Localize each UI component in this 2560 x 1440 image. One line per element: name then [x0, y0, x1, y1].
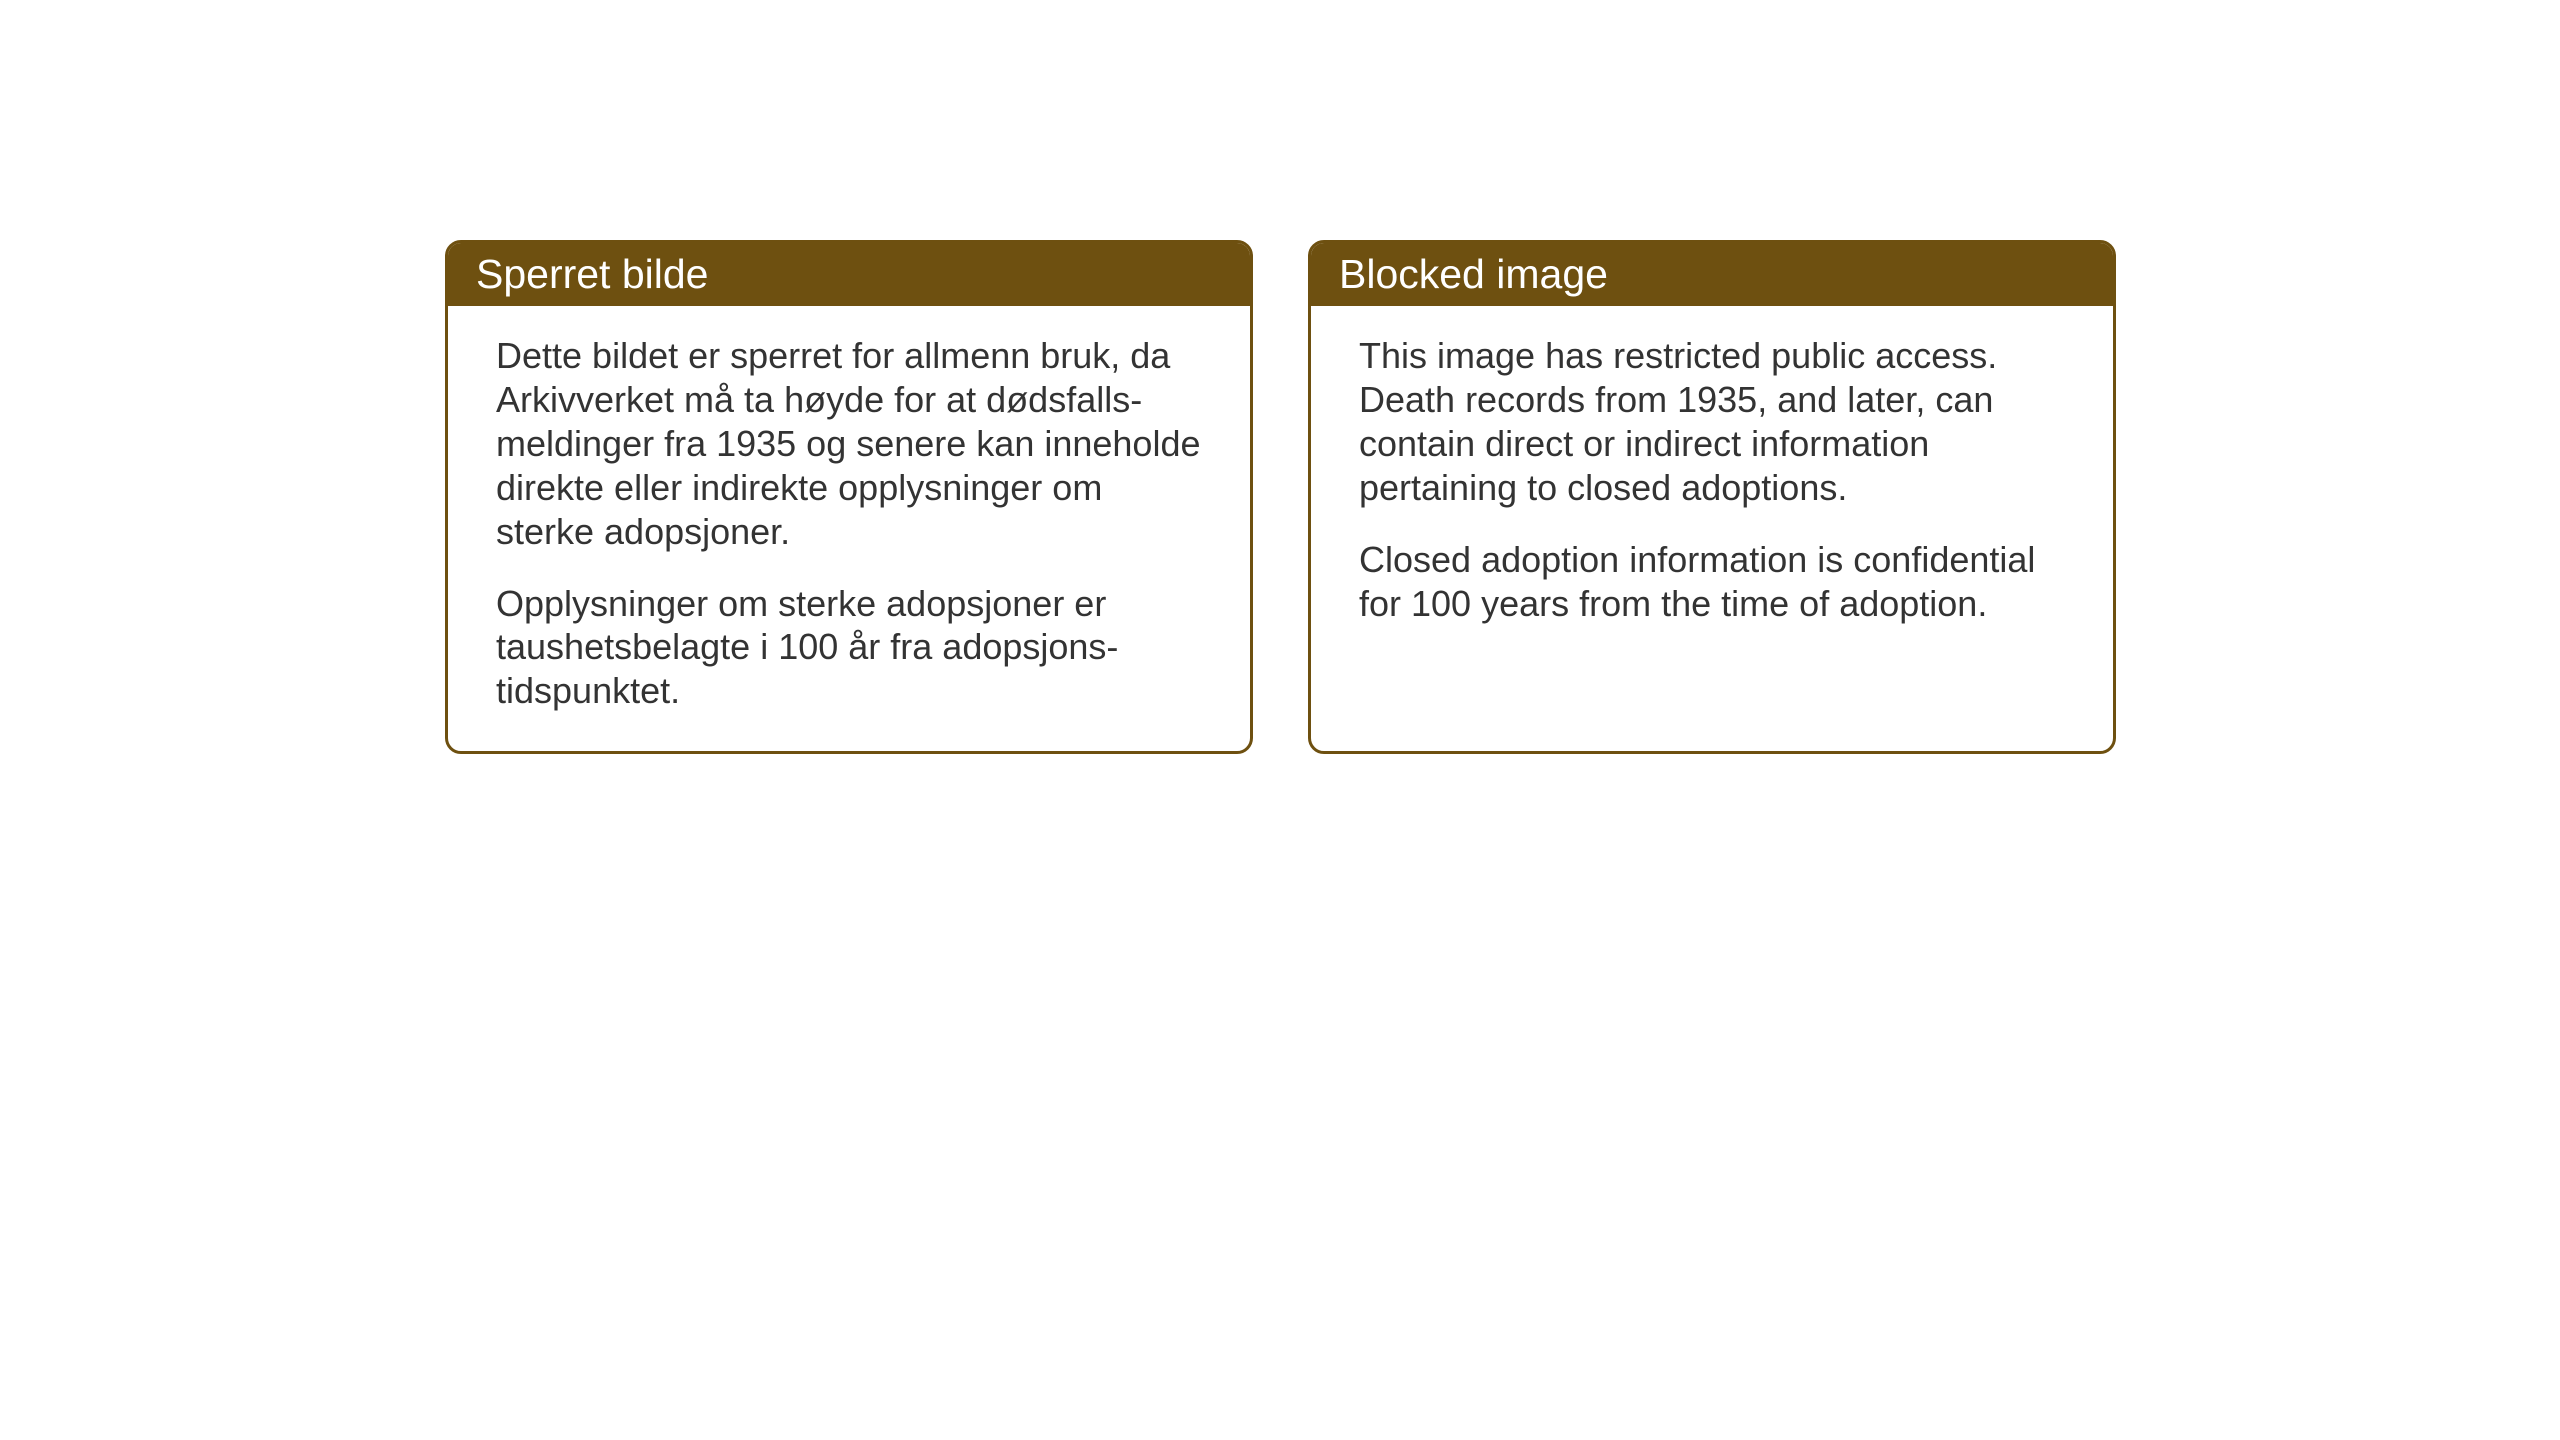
- norwegian-paragraph-2: Opplysninger om sterke adopsjoner er tau…: [496, 582, 1202, 714]
- norwegian-notice-body: Dette bildet er sperret for allmenn bruk…: [448, 306, 1250, 751]
- norwegian-notice-box: Sperret bilde Dette bildet er sperret fo…: [445, 240, 1253, 754]
- english-paragraph-2: Closed adoption information is confident…: [1359, 538, 2065, 626]
- english-notice-title: Blocked image: [1311, 243, 2113, 306]
- english-paragraph-1: This image has restricted public access.…: [1359, 334, 2065, 510]
- notice-container: Sperret bilde Dette bildet er sperret fo…: [445, 240, 2116, 754]
- norwegian-notice-title: Sperret bilde: [448, 243, 1250, 306]
- english-notice-box: Blocked image This image has restricted …: [1308, 240, 2116, 754]
- english-notice-body: This image has restricted public access.…: [1311, 306, 2113, 726]
- norwegian-paragraph-1: Dette bildet er sperret for allmenn bruk…: [496, 334, 1202, 554]
